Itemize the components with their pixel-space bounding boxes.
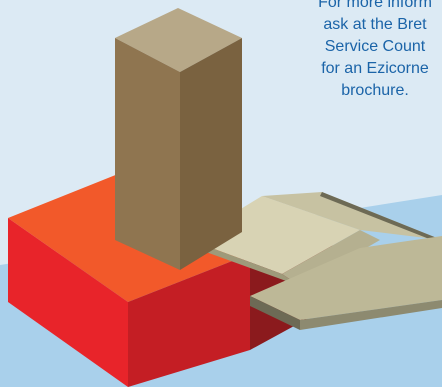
cornice-back-flap [262, 192, 442, 240]
info-line: ask at the Bret [323, 16, 427, 33]
column-top-face [115, 8, 242, 72]
plinth-right-face [128, 254, 250, 387]
cornice-lower-trim [250, 296, 300, 330]
cornice-lower-edge [300, 300, 442, 330]
brown-column [115, 8, 242, 270]
column-right-face [180, 38, 242, 270]
info-line: Service Count [324, 38, 426, 55]
info-line: brochure. [341, 82, 409, 99]
column-left-face [115, 38, 180, 270]
info-line: For more inform [318, 0, 432, 11]
cornice-piece [190, 192, 442, 330]
info-line: for an Ezicorne [321, 60, 429, 77]
cornice-back-trim [320, 192, 442, 244]
cornice-front-edge [190, 240, 300, 286]
cornice-lower-flap [250, 236, 442, 320]
info-text: For more inform ask at the Bret Service … [250, 0, 442, 102]
plinth-left-face [8, 218, 128, 387]
